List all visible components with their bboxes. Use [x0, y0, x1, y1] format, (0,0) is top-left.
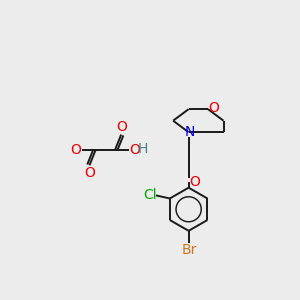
Text: Cl: Cl: [143, 188, 157, 202]
Text: Br: Br: [182, 243, 197, 257]
Text: O: O: [84, 166, 95, 180]
Text: O: O: [208, 101, 219, 116]
Text: O: O: [70, 143, 81, 157]
Text: O: O: [189, 175, 200, 188]
Text: H: H: [138, 142, 148, 156]
Text: O: O: [116, 120, 127, 134]
Text: O: O: [129, 143, 140, 157]
Text: N: N: [184, 125, 195, 139]
